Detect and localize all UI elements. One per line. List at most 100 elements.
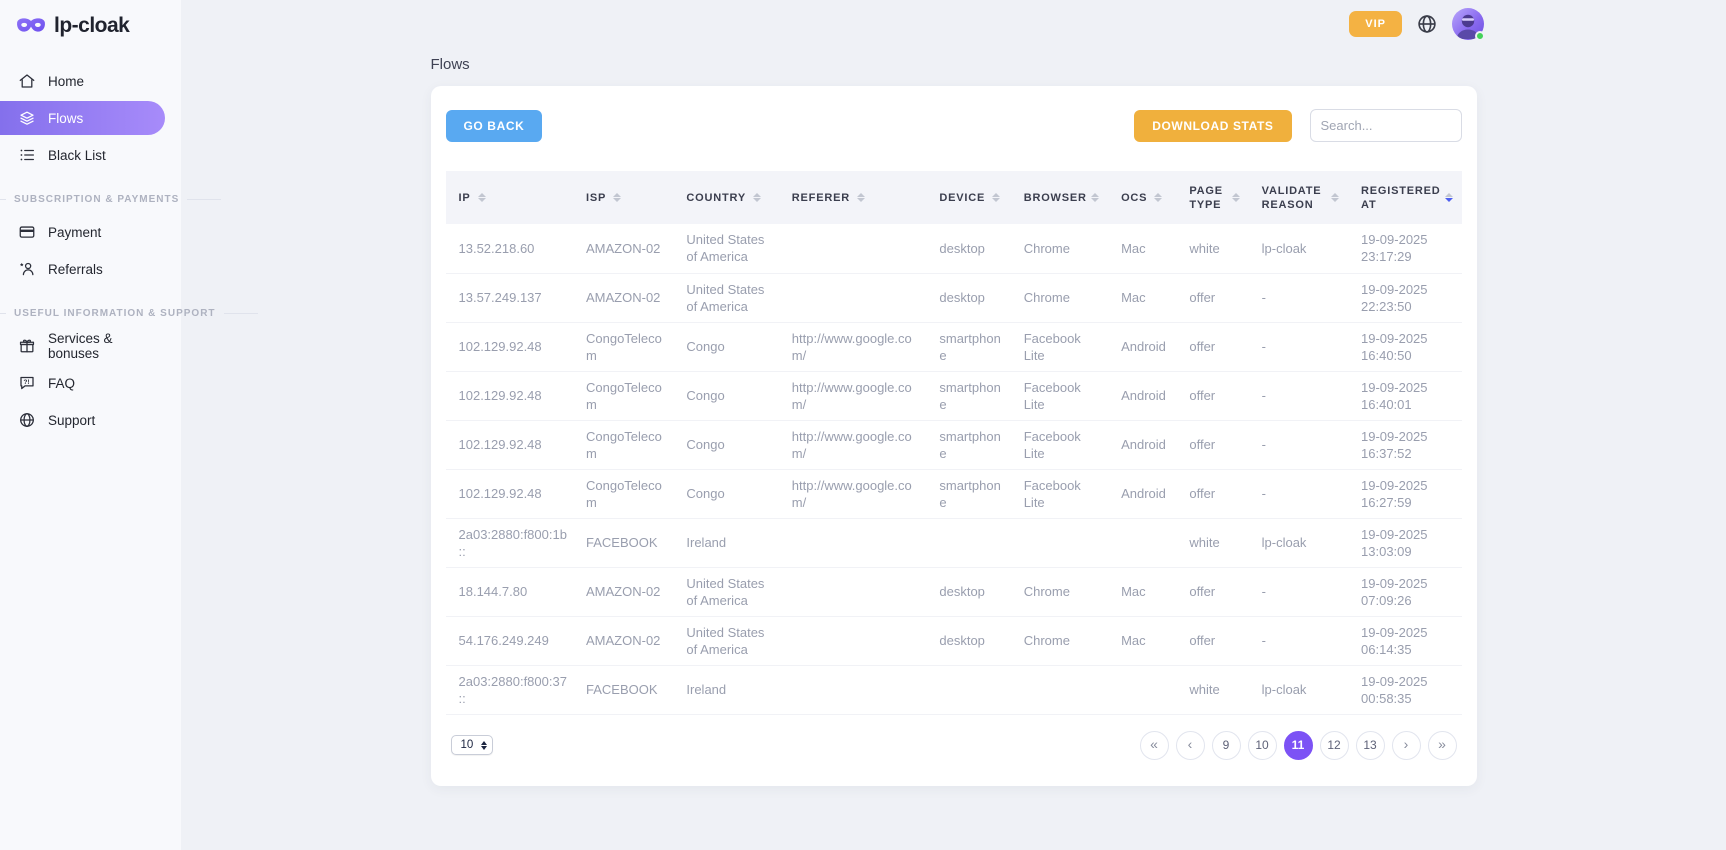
column-header-country[interactable]: COUNTRY bbox=[673, 171, 779, 224]
table-row[interactable]: 102.129.92.48 CongoTelecom Congo http://www… bbox=[445, 322, 1462, 372]
cell-device bbox=[926, 518, 1011, 568]
table-row[interactable]: 54.176.249.249 AMAZON-02 United States of … bbox=[445, 616, 1462, 666]
cell-validate-reason: - bbox=[1248, 371, 1349, 421]
cell-registered-at: 19-09-2025 23:17:29 bbox=[1348, 224, 1462, 274]
svg-text:?!: ?! bbox=[24, 379, 30, 386]
sidebar-item-flows[interactable]: Flows bbox=[0, 101, 165, 135]
column-header-label: DEVICE bbox=[939, 191, 986, 204]
sort-icon[interactable] bbox=[1444, 193, 1453, 202]
column-header-referer[interactable]: REFERER bbox=[778, 171, 927, 224]
cell-page-type: white bbox=[1176, 224, 1249, 274]
vip-button[interactable]: VIP bbox=[1349, 11, 1402, 37]
sidebar-item-faq[interactable]: ?! FAQ bbox=[0, 366, 165, 400]
search-input[interactable] bbox=[1309, 109, 1462, 142]
sort-icon[interactable] bbox=[1154, 193, 1163, 202]
cell-validate-reason: - bbox=[1248, 322, 1349, 372]
cell-device: desktop bbox=[926, 224, 1011, 274]
brand[interactable]: lp-cloak bbox=[0, 0, 181, 56]
cell-browser bbox=[1010, 665, 1109, 715]
cell-ocs: Android bbox=[1108, 322, 1177, 372]
sort-icon[interactable] bbox=[1231, 193, 1240, 202]
sidebar-item-services-bonuses[interactable]: Services & bonuses bbox=[0, 329, 165, 363]
column-header-ip[interactable]: IP bbox=[445, 171, 573, 224]
table-row[interactable]: 2a03:2880:f800:1b:: FACEBOOK Ireland white l… bbox=[445, 518, 1462, 568]
column-header-label: OCS bbox=[1121, 191, 1148, 204]
sort-icon[interactable] bbox=[856, 193, 865, 202]
table-row[interactable]: 102.129.92.48 CongoTelecom Congo http://www… bbox=[445, 371, 1462, 421]
table-row[interactable]: 102.129.92.48 CongoTelecom Congo http://www… bbox=[445, 420, 1462, 470]
cell-referer bbox=[778, 567, 927, 617]
table-row[interactable]: 2a03:2880:f800:37:: FACEBOOK Ireland white l… bbox=[445, 665, 1462, 715]
cell-page-type: white bbox=[1176, 518, 1249, 568]
column-header-registered-at[interactable]: REGISTERED AT bbox=[1348, 171, 1462, 224]
sort-icon[interactable] bbox=[477, 193, 486, 202]
sidebar-item-label: Support bbox=[48, 412, 96, 428]
sidebar-item-label: Flows bbox=[48, 110, 84, 126]
column-header-ocs[interactable]: OCS bbox=[1108, 171, 1177, 224]
column-header-isp[interactable]: ISP bbox=[573, 171, 674, 224]
column-header-validate-reason[interactable]: VALIDATE REASON bbox=[1248, 171, 1349, 224]
flows-table: IP ISP COUNTRY REFERER DEVICE BROWSER OCS PAGE … bbox=[445, 171, 1462, 715]
pagination-page-button-9[interactable]: 9 bbox=[1211, 730, 1241, 760]
pagination-page-button-10[interactable]: 10 bbox=[1247, 730, 1277, 760]
sidebar-item-support[interactable]: Support bbox=[0, 403, 165, 437]
sort-icon[interactable] bbox=[1091, 193, 1100, 202]
cell-validate-reason: lp-cloak bbox=[1248, 518, 1349, 568]
cell-ocs: Android bbox=[1108, 469, 1177, 519]
pagination-last-button[interactable]: » bbox=[1427, 730, 1457, 760]
cell-referer bbox=[778, 665, 927, 715]
pagination-prev-button[interactable]: ‹ bbox=[1175, 730, 1205, 760]
cell-country: United States of America bbox=[673, 567, 779, 617]
language-globe-icon[interactable] bbox=[1416, 13, 1438, 35]
column-header-label: BROWSER bbox=[1023, 191, 1087, 204]
flows-card: GO BACK DOWNLOAD STATS IP ISP COUNTRY REFER… bbox=[430, 86, 1477, 786]
cell-ocs: Android bbox=[1108, 420, 1177, 470]
cell-page-type: offer bbox=[1176, 322, 1249, 372]
cell-browser: Chrome bbox=[1010, 224, 1109, 274]
download-stats-button[interactable]: DOWNLOAD STATS bbox=[1134, 109, 1292, 142]
page-title: Flows bbox=[430, 56, 470, 73]
column-header-label: REFERER bbox=[791, 191, 850, 204]
table-row[interactable]: 13.57.249.137 AMAZON-02 United States of A… bbox=[445, 273, 1462, 323]
sort-icon[interactable] bbox=[613, 193, 622, 202]
sort-icon[interactable] bbox=[992, 193, 1001, 202]
user-avatar[interactable] bbox=[1452, 8, 1485, 41]
cell-browser: Chrome bbox=[1010, 273, 1109, 323]
column-header-label: REGISTERED AT bbox=[1361, 184, 1441, 211]
cell-isp: CongoTelecom bbox=[573, 420, 674, 470]
pagination-page-button-13[interactable]: 13 bbox=[1355, 730, 1385, 760]
pagination-next-button[interactable]: › bbox=[1391, 730, 1421, 760]
table-row[interactable]: 18.144.7.80 AMAZON-02 United States of Ame… bbox=[445, 567, 1462, 617]
home-icon bbox=[18, 72, 36, 90]
sort-icon[interactable] bbox=[1331, 193, 1340, 202]
cell-ip: 18.144.7.80 bbox=[445, 567, 573, 617]
per-page-select[interactable]: 10 bbox=[450, 735, 494, 755]
cell-device: desktop bbox=[926, 567, 1011, 617]
cell-country: Ireland bbox=[673, 518, 779, 568]
cell-page-type: offer bbox=[1176, 469, 1249, 519]
sidebar-item-payment[interactable]: Payment bbox=[0, 215, 165, 249]
cell-page-type: white bbox=[1176, 665, 1249, 715]
go-back-button[interactable]: GO BACK bbox=[445, 109, 543, 142]
cell-country: Congo bbox=[673, 322, 779, 372]
cell-browser: Facebook Lite bbox=[1010, 322, 1109, 372]
cell-ip: 13.57.249.137 bbox=[445, 273, 573, 323]
pagination-page-button-11[interactable]: 11 bbox=[1283, 730, 1313, 760]
table-row[interactable]: 102.129.92.48 CongoTelecom Congo http://www… bbox=[445, 469, 1462, 519]
pagination-page-button-12[interactable]: 12 bbox=[1319, 730, 1349, 760]
sort-icon[interactable] bbox=[752, 193, 761, 202]
sidebar-item-black-list[interactable]: Black List bbox=[0, 138, 165, 172]
cell-ocs: Mac bbox=[1108, 567, 1177, 617]
cell-browser: Facebook Lite bbox=[1010, 469, 1109, 519]
sidebar-item-home[interactable]: Home bbox=[0, 64, 165, 98]
cell-ip: 2a03:2880:f800:1b:: bbox=[445, 518, 573, 568]
table-row[interactable]: 13.52.218.60 AMAZON-02 United States of Am… bbox=[445, 224, 1462, 274]
cell-referer: http://www.google.com/ bbox=[778, 469, 927, 519]
card-toolbar: GO BACK DOWNLOAD STATS bbox=[445, 109, 1462, 142]
column-header-browser[interactable]: BROWSER bbox=[1010, 171, 1109, 224]
column-header-page-type[interactable]: PAGE TYPE bbox=[1176, 171, 1249, 224]
column-header-device[interactable]: DEVICE bbox=[926, 171, 1011, 224]
sidebar-nav: Home Flows Black List Subscription & paymen… bbox=[0, 64, 215, 437]
pagination-first-button[interactable]: « bbox=[1139, 730, 1169, 760]
sidebar-item-referrals[interactable]: Referrals bbox=[0, 252, 165, 286]
